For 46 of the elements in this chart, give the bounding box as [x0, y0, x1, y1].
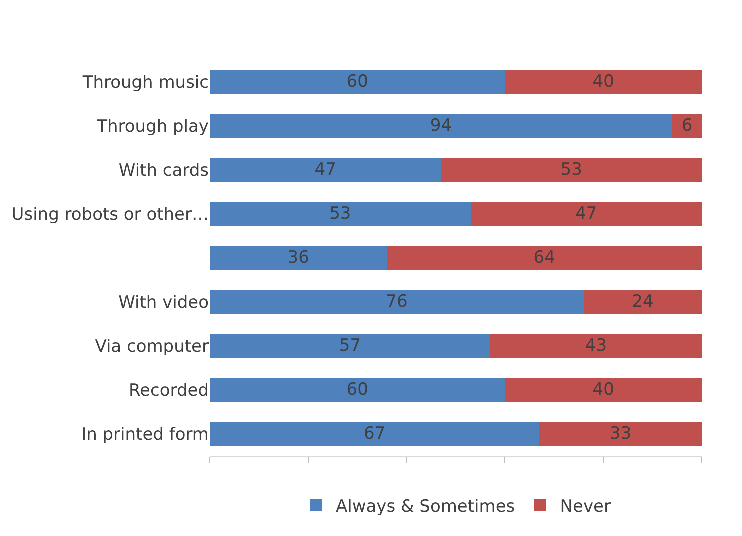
data-label: 40	[592, 380, 614, 400]
data-label: 60	[346, 72, 368, 92]
data-label: 47	[576, 204, 598, 224]
y-tick-label: Recorded	[129, 380, 209, 401]
y-tick-label: Through music	[82, 72, 209, 93]
bar	[505, 70, 702, 94]
data-label: 53	[330, 204, 352, 224]
bar	[584, 290, 702, 314]
data-label: 76	[386, 292, 408, 312]
y-tick-label: With video	[118, 292, 209, 313]
bar	[210, 378, 506, 402]
data-label: 6	[682, 116, 693, 136]
bar	[441, 158, 702, 182]
bar	[210, 70, 506, 94]
bar	[505, 378, 702, 402]
y-tick-label: Via computer	[95, 336, 209, 357]
data-label: 43	[585, 336, 608, 356]
y-tick-label: With cards	[118, 160, 210, 181]
data-label: 53	[560, 160, 582, 180]
bar	[387, 246, 702, 270]
bar	[540, 422, 702, 446]
bar	[210, 202, 471, 226]
data-label: 33	[610, 424, 632, 444]
bar	[470, 202, 702, 226]
legend-label: Never	[560, 496, 611, 517]
data-label: 94	[430, 116, 452, 136]
bar	[210, 290, 584, 314]
data-label: 64	[534, 248, 556, 268]
bar	[210, 158, 442, 182]
data-label: 47	[314, 160, 336, 180]
y-tick-label: Through play	[96, 116, 209, 137]
bar	[210, 114, 672, 138]
bar	[490, 334, 702, 358]
data-label: 36	[288, 248, 310, 268]
bar	[210, 334, 490, 358]
bar	[210, 246, 388, 270]
bar	[210, 422, 540, 446]
bar	[672, 114, 702, 138]
y-tick-label: In printed form	[82, 424, 209, 445]
data-label: 57	[339, 336, 362, 356]
data-label: 60	[346, 380, 368, 400]
data-label: 40	[592, 72, 614, 92]
data-label: 67	[364, 424, 386, 444]
data-label: 24	[632, 292, 654, 312]
legend-label: Always & Sometimes	[336, 496, 516, 517]
y-tick-label: Using robots or other…	[12, 204, 209, 225]
